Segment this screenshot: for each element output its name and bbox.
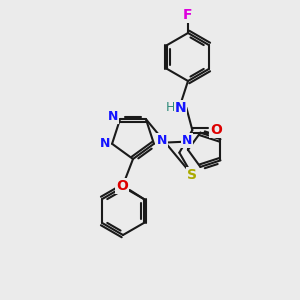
Text: H: H [166, 101, 175, 114]
Text: N: N [182, 134, 192, 147]
Text: N: N [100, 137, 110, 150]
Text: F: F [183, 8, 193, 22]
Text: O: O [210, 123, 222, 137]
Text: O: O [116, 179, 128, 193]
Text: N: N [175, 100, 186, 115]
Text: S: S [187, 168, 197, 182]
Text: N: N [108, 110, 118, 123]
Text: N: N [157, 134, 167, 147]
